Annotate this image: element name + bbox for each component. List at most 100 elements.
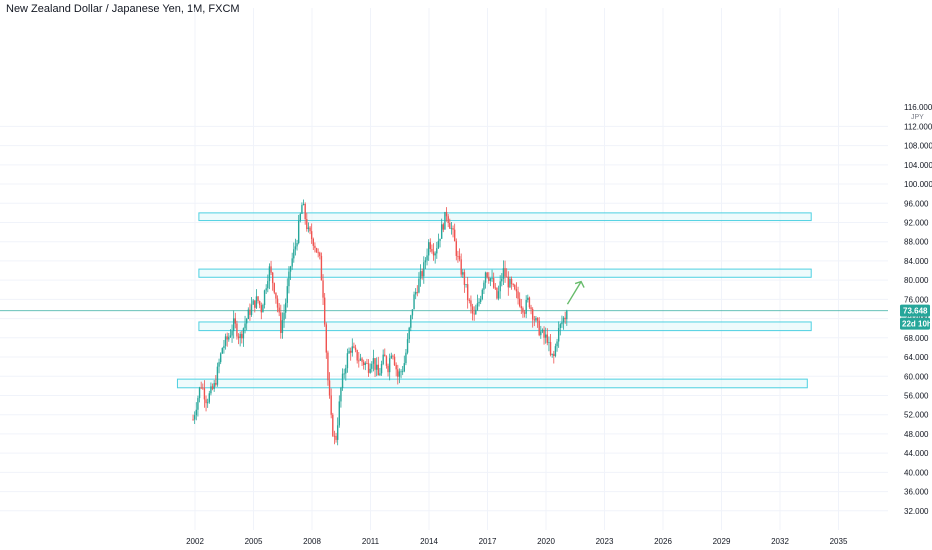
candle-body: [270, 266, 272, 273]
price-tick-label: 112.000: [904, 122, 932, 131]
candle-body: [400, 371, 402, 373]
candle-body: [369, 368, 371, 373]
candle-body: [280, 312, 282, 333]
candle-body: [379, 373, 381, 376]
candle-body: [426, 255, 428, 261]
candle-body: [208, 393, 210, 403]
candle-body: [564, 317, 566, 320]
candle-body: [241, 333, 243, 339]
candle-body: [278, 307, 280, 313]
candle-body: [387, 365, 389, 373]
candle-body: [423, 262, 425, 277]
candle-body: [202, 387, 204, 389]
zone-rectangle[interactable]: [198, 321, 812, 332]
candle-body: [492, 278, 495, 288]
zone-rectangle[interactable]: [176, 378, 808, 389]
candle-body: [401, 371, 404, 373]
candle-body: [502, 268, 505, 279]
candle-body: [522, 308, 524, 313]
candle-body: [556, 341, 558, 347]
candle-body: [444, 211, 446, 230]
candle-body: [392, 355, 394, 357]
candle-body: [432, 251, 435, 256]
candle-body: [320, 255, 323, 281]
candle-body: [286, 286, 288, 303]
candle-body: [271, 272, 274, 284]
candle-body: [351, 346, 353, 353]
price-tick-label: 80.000: [904, 276, 929, 285]
price-tick-label: 56.000: [904, 391, 929, 400]
candle-body: [535, 317, 537, 321]
candle-body: [228, 336, 230, 340]
candle-body: [267, 281, 269, 289]
candle-body: [289, 266, 292, 272]
candle-body: [307, 227, 310, 230]
candle-body: [306, 219, 308, 230]
candle-body: [332, 414, 334, 436]
candle-body: [382, 354, 384, 364]
candle-body: [314, 245, 316, 249]
candle-body: [211, 386, 214, 389]
candle-body: [218, 362, 220, 367]
candle-body: [375, 364, 378, 370]
price-tick-label: 48.000: [904, 430, 929, 439]
candle-body: [531, 309, 534, 320]
price-tick-label: 100.000: [904, 180, 932, 189]
candle-body: [213, 383, 215, 389]
candle-body: [348, 350, 350, 354]
candle-body: [424, 260, 427, 263]
candle-body: [390, 355, 392, 359]
candle-body: [520, 306, 522, 309]
candle-body: [429, 242, 431, 249]
candle-body: [445, 211, 448, 217]
candle-body: [283, 312, 285, 321]
candle-body: [538, 320, 540, 336]
candle-body: [359, 358, 362, 361]
candle-body: [494, 287, 496, 289]
candle-body: [197, 398, 199, 410]
candle-body: [237, 336, 240, 339]
candle-body: [468, 300, 470, 301]
candle-body: [491, 278, 493, 279]
candlesticks: [192, 199, 568, 446]
candle-body: [245, 318, 248, 324]
candle-body: [530, 307, 532, 310]
candle-body: [562, 317, 565, 323]
candle-body: [335, 435, 337, 440]
time-tick-label: 2005: [245, 537, 263, 546]
time-tick-label: 2011: [362, 537, 380, 546]
candle-body: [229, 335, 232, 337]
candle-body: [294, 246, 297, 250]
candle-body: [206, 402, 209, 404]
price-tick-label: 36.000: [904, 488, 929, 497]
candle-body: [462, 272, 464, 275]
candle-body: [505, 276, 508, 278]
candle-body: [374, 358, 376, 370]
zone-rectangle[interactable]: [198, 212, 812, 222]
candle-body: [385, 356, 388, 366]
last-price-text: 73.648: [903, 307, 928, 316]
price-tick-label: 68.000: [904, 334, 929, 343]
candle-body: [514, 285, 516, 290]
candle-body: [275, 292, 277, 299]
candle-body: [215, 383, 217, 385]
candle-body: [471, 306, 474, 314]
candle-body: [434, 253, 436, 256]
arrow-shaft: [566, 281, 582, 305]
candle-body: [205, 399, 207, 404]
price-tick-label: 92.000: [904, 218, 929, 227]
candle-body: [554, 346, 557, 357]
price-tick-label: 88.000: [904, 238, 929, 247]
candle-body: [297, 220, 300, 244]
candle-body: [255, 296, 258, 308]
candle-body: [200, 387, 202, 389]
candle-body: [509, 278, 511, 288]
candle-body: [330, 395, 332, 415]
candle-body: [406, 339, 409, 353]
candle-body: [541, 329, 544, 332]
candle-body: [439, 238, 441, 241]
candle-body: [356, 350, 358, 361]
grid-lines: [0, 8, 888, 530]
candle-body: [231, 331, 233, 336]
